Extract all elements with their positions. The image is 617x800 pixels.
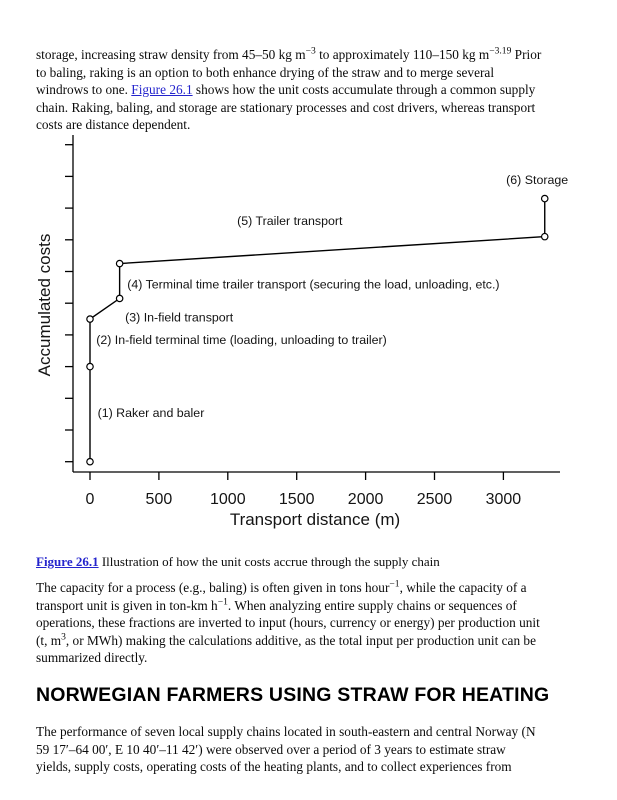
figure-caption: Figure 26.1 Illustration of how the unit… xyxy=(36,553,617,570)
x-tick-label: 2500 xyxy=(417,491,453,508)
superscript: 3 xyxy=(61,631,66,643)
paragraph-capacity: The capacity for a process (e.g., baling… xyxy=(36,579,617,666)
x-tick-label: 500 xyxy=(146,491,173,508)
data-point xyxy=(86,362,94,371)
cost-curve xyxy=(89,198,546,462)
chart-annotation: (5) Trailer transport xyxy=(237,214,343,228)
text-run: shows how the unit costs accumulate thro… xyxy=(192,82,536,98)
paragraph-intro: storage, increasing straw density from 4… xyxy=(36,46,617,133)
text-run: windrows to one. xyxy=(36,82,132,98)
text-run: The performance of seven local supply ch… xyxy=(36,724,536,740)
figure-26-1: 0 500 1000 1500 2000 2500 3000 (1) Raker and ba… xyxy=(30,133,586,535)
text-run: costs are distance dependent. xyxy=(36,116,191,132)
text-run: , while the capacity of a xyxy=(399,580,527,596)
x-tick-label: 2000 xyxy=(348,491,384,508)
data-point xyxy=(86,315,94,323)
text-run: chain. Raking, baling, and storage are s… xyxy=(36,99,536,115)
data-point xyxy=(540,194,549,203)
accumulated-costs-chart: 0 500 1000 1500 2000 2500 3000 (1) Raker and ba… xyxy=(35,135,568,529)
figure-26-1-link[interactable]: Figure 26.1 xyxy=(36,554,99,569)
chart-annotation: (4) Terminal time trailer transport (sec… xyxy=(127,277,499,291)
y-axis-label: Accumulated costs xyxy=(35,234,54,377)
chart-annotation: (3) In-field transport xyxy=(125,311,234,325)
superscript: −3.19 xyxy=(489,45,512,57)
text-run: The capacity for a process (e.g., baling… xyxy=(36,580,390,596)
x-axis-label: Transport distance (m) xyxy=(230,510,400,529)
text-run: storage, increasing straw density from 4… xyxy=(36,47,306,63)
figure-26-1-link[interactable]: Figure 26.1 xyxy=(131,82,193,98)
chart-annotation: (2) In-field terminal time (loading, unl… xyxy=(96,333,387,347)
text-run: Illustration of how the unit costs accru… xyxy=(98,554,440,569)
superscript: −1 xyxy=(217,596,228,608)
x-tick-label: 0 xyxy=(86,491,95,508)
data-point xyxy=(115,294,124,303)
data-point xyxy=(86,457,94,466)
section-heading: NORWEGIAN FARMERS USING STRAW FOR HEATIN… xyxy=(36,684,550,707)
superscript: −3 xyxy=(305,45,316,57)
chart-annotation: (1) Raker and baler xyxy=(98,406,205,420)
x-tick-label: 3000 xyxy=(486,491,522,508)
superscript: −1 xyxy=(389,578,400,590)
text-run: transport unit is given in ton-km h xyxy=(36,597,218,613)
x-tick-label: 1500 xyxy=(279,491,315,508)
text-run: to approximately 110–150 kg m xyxy=(315,47,490,63)
text-run: . When analyzing entire supply chains or… xyxy=(227,597,517,613)
text-run: operations, these fractions are inverted… xyxy=(36,615,540,631)
paragraph-norway: The performance of seven local supply ch… xyxy=(36,723,617,775)
text-run: 59 17′–64 00′, E 10 40′–11 42′) were obs… xyxy=(36,741,506,757)
text-run: to baling, raking is an option to both e… xyxy=(36,64,495,80)
text-run: Prior xyxy=(511,47,542,63)
data-point xyxy=(540,232,549,241)
text-run: (t, m xyxy=(36,632,62,648)
chart-annotation: (6) Storage xyxy=(506,173,568,187)
text-run: yields, supply costs, operating costs of… xyxy=(36,759,512,775)
data-point xyxy=(115,259,124,268)
text-run: , or MWh) making the calculations additi… xyxy=(65,632,536,648)
text-run: summarized directly. xyxy=(36,649,148,665)
x-tick-label: 1000 xyxy=(210,491,246,508)
